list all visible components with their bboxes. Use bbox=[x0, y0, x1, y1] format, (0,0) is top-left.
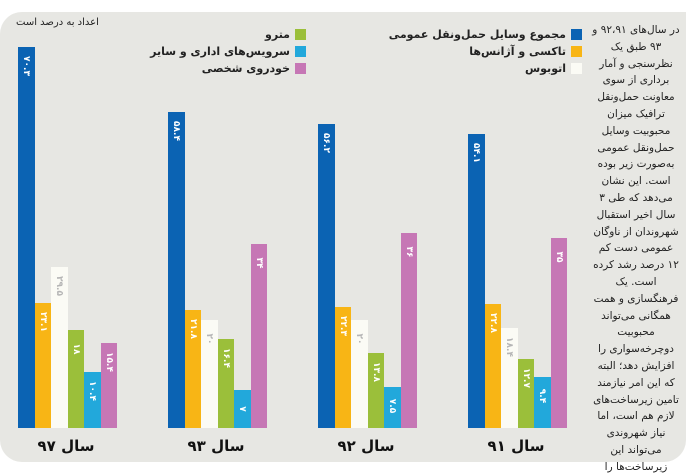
bar-metro: ۱۳.۸ bbox=[367, 353, 384, 428]
bar-value-label: ۷۰.۳ bbox=[21, 56, 32, 76]
bar-taxi: ۲۱.۸ bbox=[184, 310, 201, 428]
bar-services: ۱۰.۴ bbox=[84, 372, 101, 428]
bar-value-label: ۲۱.۸ bbox=[187, 319, 198, 339]
legend-item-public: مجموع وسایل حمل‌ونقل عمومی bbox=[389, 26, 582, 43]
bar-bus: ۲۰ bbox=[351, 320, 368, 428]
bar-group: ۵۶.۲ ۲۲.۳ ۲۰ ۱۳.۸ ۷.۵ ۳۶ bbox=[318, 38, 417, 428]
legend-item-metro: مترو bbox=[150, 26, 306, 43]
bar-public: ۵۸.۴ bbox=[168, 112, 185, 428]
bar-value-label: ۷.۵ bbox=[387, 398, 398, 414]
bar-group: ۷۰.۳ ۲۳.۱ ۲۹.۵ ۱۸ ۱۰.۴ ۱۵.۴ bbox=[18, 38, 117, 428]
legend-right: مجموع وسایل حمل‌ونقل عمومی تاکسی و آژانس… bbox=[389, 26, 582, 77]
bar-value-label: ۵۴.۱ bbox=[471, 143, 482, 163]
legend-item-taxi: تاکسی و آژانس‌ها bbox=[389, 43, 582, 60]
bar-value-label: ۵۸.۴ bbox=[171, 121, 182, 141]
bar-private: ۳۵ bbox=[550, 238, 567, 428]
swatch-icon bbox=[295, 29, 306, 40]
bar-value-label: ۲۹.۵ bbox=[54, 276, 65, 296]
bar-value-label: ۱۲.۷ bbox=[520, 368, 531, 388]
bar-services: ۹.۴ bbox=[534, 377, 551, 428]
legend-item-services: سرویس‌های اداری و سایر bbox=[150, 43, 306, 60]
bar-public: ۵۶.۲ bbox=[318, 124, 335, 428]
bar-group: ۵۴.۱ ۲۲.۸ ۱۸.۴ ۱۲.۷ ۹.۴ ۳۵ bbox=[468, 38, 567, 428]
bar-value-label: ۵۶.۲ bbox=[321, 133, 332, 153]
bar-public: ۵۴.۱ bbox=[468, 134, 485, 428]
swatch-icon bbox=[295, 63, 306, 74]
bar-services: ۷.۵ bbox=[384, 387, 401, 428]
side-description: در سال‌های ۹۲،۹۱ و ۹۳ طبق یک نظرسنجی و آ… bbox=[592, 24, 680, 473]
swatch-icon bbox=[295, 46, 306, 57]
swatch-icon bbox=[571, 29, 582, 40]
bar-metro: ۱۸ bbox=[67, 330, 84, 428]
units-note: اعداد به درصد است bbox=[16, 17, 99, 28]
bar-bus: ۲۰ bbox=[201, 320, 218, 428]
bar-bus: ۲۹.۵ bbox=[51, 267, 68, 428]
bar-group: ۵۸.۴ ۲۱.۸ ۲۰ ۱۶.۴ ۷ ۳۴ bbox=[168, 38, 267, 428]
bar-private: ۳۶ bbox=[400, 233, 417, 428]
side-panel: در سال‌های ۹۲،۹۱ و ۹۳ طبق یک نظرسنجی و آ… bbox=[590, 12, 686, 473]
bar-public: ۷۰.۳ bbox=[18, 47, 35, 428]
legend-item-private: خودروی شخصی bbox=[150, 60, 306, 77]
bar-metro: ۱۲.۷ bbox=[517, 359, 534, 428]
bar-private: ۱۵.۴ bbox=[100, 343, 117, 428]
bar-value-label: ۱۸.۴ bbox=[504, 337, 515, 357]
legend-left: مترو سرویس‌های اداری و سایر خودروی شخصی bbox=[150, 26, 306, 77]
bar-value-label: ۳۵ bbox=[553, 251, 564, 263]
bar-bus: ۱۸.۴ bbox=[501, 328, 518, 428]
bar-value-label: ۱۰.۴ bbox=[87, 381, 98, 401]
legend-item-bus: اتوبوس bbox=[389, 60, 582, 77]
bar-value-label: ۱۵.۴ bbox=[103, 352, 114, 372]
swatch-icon bbox=[571, 63, 582, 74]
bar-value-label: ۳۶ bbox=[403, 246, 414, 258]
year-label: سال ۹۷ bbox=[37, 437, 95, 455]
bar-value-label: ۱۳.۸ bbox=[370, 362, 381, 382]
bar-services: ۷ bbox=[234, 390, 251, 428]
year-label: سال ۹۲ bbox=[337, 437, 395, 455]
year-label: سال ۹۳ bbox=[187, 437, 245, 455]
bar-value-label: ۲۰ bbox=[354, 333, 365, 345]
bar-value-label: ۲۲.۸ bbox=[487, 313, 498, 333]
bar-value-label: ۱۸ bbox=[70, 343, 81, 355]
bar-plot: ۷۰.۳ ۲۳.۱ ۲۹.۵ ۱۸ ۱۰.۴ ۱۵.۴ سال ۹۷ ۵۸.۴ ۲۱.۸ ۲۰ ۱۶… bbox=[18, 38, 567, 455]
year-label: سال ۹۱ bbox=[487, 437, 545, 455]
bar-value-label: ۱۶.۴ bbox=[220, 348, 231, 368]
bar-private: ۳۴ bbox=[250, 244, 267, 428]
bar-value-label: ۳۴ bbox=[253, 257, 264, 269]
swatch-icon bbox=[571, 46, 582, 57]
bar-taxi: ۲۲.۳ bbox=[334, 307, 351, 428]
bar-metro: ۱۶.۴ bbox=[217, 339, 234, 428]
bar-value-label: ۷ bbox=[237, 406, 248, 412]
bar-value-label: ۹.۴ bbox=[537, 388, 548, 404]
bar-taxi: ۲۲.۸ bbox=[484, 304, 501, 428]
bar-taxi: ۲۳.۱ bbox=[34, 303, 51, 428]
bar-value-label: ۲۰ bbox=[204, 333, 215, 345]
bar-value-label: ۲۳.۱ bbox=[37, 312, 48, 332]
bar-value-label: ۲۲.۳ bbox=[337, 316, 348, 336]
